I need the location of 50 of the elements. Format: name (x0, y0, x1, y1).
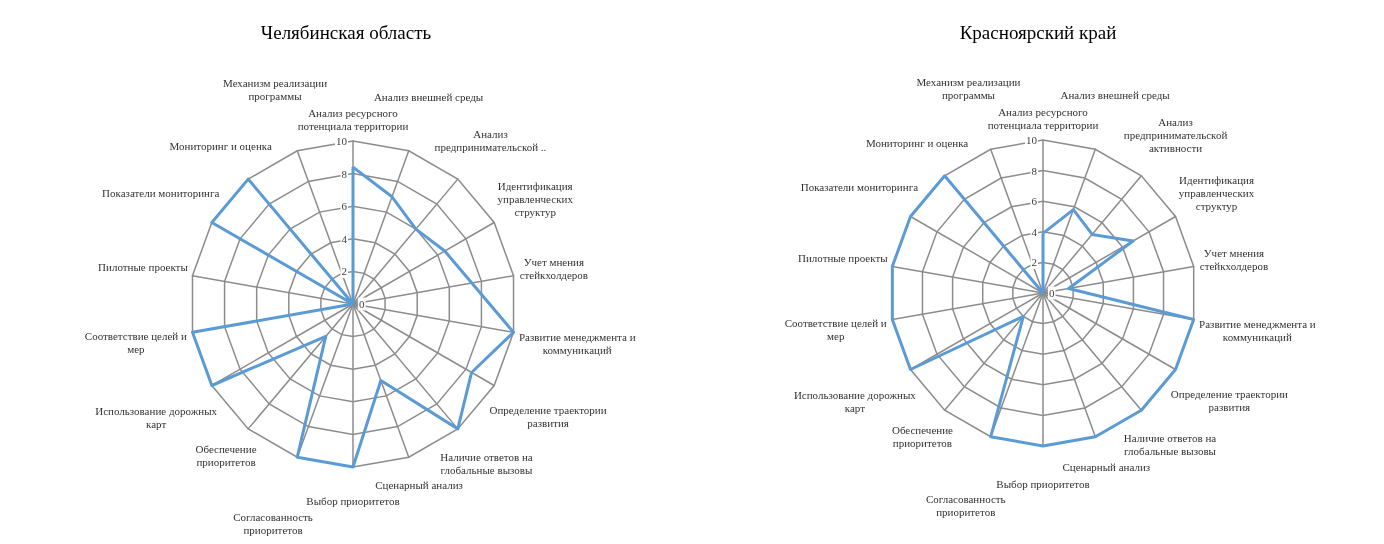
y-tick-label: 0 (1049, 287, 1055, 299)
spoke-label: Анализ предпринимательской .. (434, 127, 547, 153)
spoke-label: Анализ предпринимательской активности (1123, 116, 1228, 155)
y-tick-label: 2 (1031, 256, 1037, 269)
spoke-label: Сценарный анализ (375, 479, 463, 492)
spoke-label: Согласованность приоритетов (925, 492, 1006, 518)
spoke-label: Соответствие целей и мер (84, 329, 187, 355)
y-tick-label: 10 (1026, 134, 1038, 146)
y-tick-label: 0 (359, 298, 365, 310)
spoke-label: Развитие менеджмента и коммуникаций (1199, 318, 1316, 344)
spoke-label: Мониторинг и оценка (169, 140, 272, 153)
y-tick-label: 6 (1031, 195, 1038, 208)
y-tick-label: 10 (336, 135, 348, 147)
y-tick-label: 4 (1031, 225, 1038, 238)
y-tick-label: 4 (341, 232, 348, 245)
spoke-label: Использование дорожных карт (95, 405, 218, 431)
spoke-label: Идентификация управленческих структур (1178, 173, 1255, 212)
chart-title: Челябинская область (260, 22, 432, 43)
spoke-label: Анализ ресурсного потенциала территории (987, 105, 1099, 131)
spoke-label: Механизм реализации программы (222, 77, 328, 103)
spoke-label: Идентификация управленческих структур (497, 179, 574, 218)
spoke-label: Использование дорожных карт (793, 389, 917, 415)
spoke-label: Соответствие целей и мер (784, 317, 887, 343)
spoke-label: Выбор приоритетов (996, 477, 1090, 490)
spoke-label: Показатели мониторинга (102, 186, 220, 199)
spoke-label: Учет мнения стейкхолдеров (1199, 246, 1269, 272)
spoke-label: Наличие ответов на глобальные вызовы (440, 450, 534, 476)
spoke-label: Наличие ответов на глобальные вызовы (1123, 431, 1217, 457)
y-tick-label: 8 (1031, 164, 1038, 177)
spoke-label: Определение траектории развития (489, 404, 607, 430)
chart-title: Красноярский край (959, 22, 1117, 43)
spoke-label: Мониторинг и оценка (865, 136, 969, 149)
spoke-label: Сценарный анализ (1062, 460, 1151, 473)
spoke-label: Показатели мониторинга (800, 180, 919, 193)
spoke-label: Анализ ресурсного потенциала территории (297, 106, 409, 132)
spoke-label: Определение траектории развития (1170, 388, 1289, 414)
spoke-label: Обеспечение приоритетов (195, 442, 257, 468)
y-tick-label: 6 (341, 200, 348, 213)
spoke-label: Обеспечение приоритетов (891, 424, 954, 450)
y-tick-label: 2 (341, 265, 347, 278)
spoke-label: Механизм реализации программы (916, 75, 1021, 101)
spoke-label: Учет мнения стейкхолдеров (519, 256, 589, 282)
y-tick-label: 8 (341, 167, 348, 180)
spoke-label: Пилотные проекты (797, 251, 889, 264)
spoke-label: Анализ внешней среды (1060, 88, 1171, 101)
spoke-label: Анализ внешней среды (373, 90, 484, 103)
spoke-label: Развитие менеджмента и коммуникаций (518, 331, 636, 357)
spoke-label: Пилотные проекты (98, 260, 189, 273)
spoke-label: Выбор приоритетов (306, 494, 400, 507)
spoke-label: Согласованность приоритетов (233, 511, 313, 537)
